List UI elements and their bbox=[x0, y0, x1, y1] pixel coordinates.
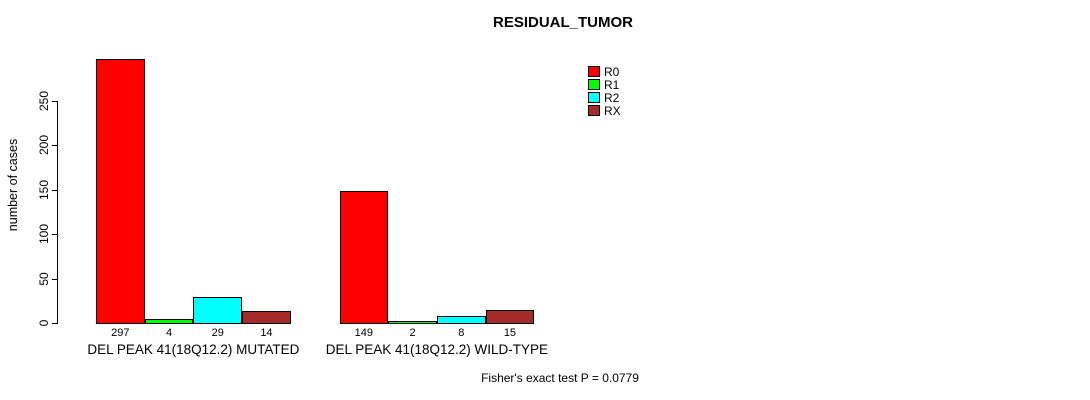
legend-label: R0 bbox=[604, 65, 620, 79]
fisher-test-annotation: Fisher's exact test P = 0.0779 bbox=[481, 371, 639, 385]
group-label: DEL PEAK 41(18Q12.2) WILD-TYPE bbox=[325, 342, 549, 357]
y-tick-label: 250 bbox=[37, 90, 51, 112]
legend-label: RX bbox=[604, 104, 621, 118]
legend-swatch-r2 bbox=[588, 92, 600, 103]
y-tick bbox=[52, 101, 57, 102]
chart-title: RESIDUAL_TUMOR bbox=[492, 14, 634, 31]
bar-r2-group2 bbox=[436, 315, 486, 324]
bar-rx-group1 bbox=[242, 310, 291, 324]
y-tick-label: 0 bbox=[37, 319, 51, 327]
y-tick bbox=[52, 278, 57, 280]
y-axis-line bbox=[57, 101, 58, 324]
group-label: DEL PEAK 41(18Q12.2) MUTATED bbox=[87, 342, 300, 357]
bar-r0-group2 bbox=[339, 190, 389, 324]
legend-swatch-r1 bbox=[588, 79, 600, 90]
legend-item-rx: RX bbox=[588, 104, 648, 118]
y-tick-label: 150 bbox=[37, 179, 51, 200]
y-tick-label: 50 bbox=[37, 271, 51, 286]
bar-value-label: 15 bbox=[503, 327, 517, 339]
legend-item-r0: R0 bbox=[588, 65, 648, 79]
y-tick-label: 200 bbox=[37, 135, 51, 156]
bar-value-label: 29 bbox=[211, 327, 224, 339]
y-tick bbox=[52, 234, 57, 236]
bar-value-label: 4 bbox=[165, 327, 173, 339]
y-tick bbox=[52, 323, 57, 324]
y-axis-label: number of cases bbox=[6, 138, 20, 232]
y-tick bbox=[52, 145, 57, 147]
y-tick bbox=[52, 189, 57, 191]
bar-r1-group1 bbox=[144, 319, 194, 324]
legend-swatch-rx bbox=[588, 105, 600, 116]
bar-value-label: 297 bbox=[111, 327, 130, 339]
bar-r0-group1 bbox=[96, 59, 145, 324]
legend-swatch-r0 bbox=[588, 66, 600, 77]
bar-value-label: 14 bbox=[260, 327, 273, 339]
bar-value-label: 2 bbox=[409, 327, 416, 339]
bar-r1-group2 bbox=[388, 321, 437, 324]
bar-value-label: 149 bbox=[354, 327, 374, 339]
y-tick-label: 100 bbox=[37, 224, 51, 245]
legend-label: R2 bbox=[604, 91, 620, 105]
legend-item-r1: R1 bbox=[588, 78, 648, 92]
legend-item-r2: R2 bbox=[588, 91, 648, 105]
bar-rx-group2 bbox=[485, 309, 535, 324]
bar-value-label: 8 bbox=[458, 327, 465, 339]
bar-r2-group1 bbox=[193, 297, 243, 324]
legend-label: R1 bbox=[604, 78, 620, 92]
